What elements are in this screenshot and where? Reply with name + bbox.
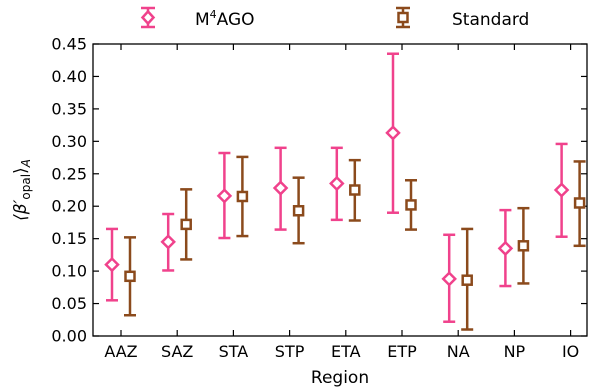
x-tick-label: ETP [387, 342, 417, 361]
y-tick-label: 0.20 [51, 197, 87, 216]
y-tick-label: 0.25 [51, 164, 87, 183]
x-tick-label: ETA [331, 342, 361, 361]
y-tick-label: 0.30 [51, 132, 87, 151]
data-point-diamond [272, 180, 289, 196]
x-tick-label: AAZ [104, 342, 137, 361]
y-tick-label: 0.45 [51, 35, 87, 54]
y-tick-label: 0.05 [51, 294, 87, 313]
x-tick-label: STP [275, 342, 305, 361]
y-tick-label: 0.35 [51, 99, 87, 118]
data-point-diamond [216, 188, 233, 204]
legend-label-m4ago: M4AGO [195, 8, 255, 30]
data-point-square [517, 240, 530, 252]
y-tick-label: 0.40 [51, 67, 87, 86]
data-point-square [292, 205, 305, 217]
x-tick-label: STA [219, 342, 249, 361]
data-point-square [573, 197, 586, 209]
x-tick-label: IO [562, 342, 579, 361]
data-point-diamond [104, 256, 120, 273]
y-tick-label: 0.15 [51, 229, 87, 248]
data-point-square [124, 270, 136, 283]
y-tick-label: 0.10 [51, 262, 87, 281]
data-point-diamond [329, 175, 345, 192]
data-point-diamond [497, 240, 514, 257]
x-axis: AAZ SAZ STA STP ETA ETP NA NP IO [104, 44, 579, 361]
data-point-square [405, 199, 417, 211]
x-tick-label: NA [447, 342, 470, 361]
data-point-diamond [441, 271, 457, 287]
y-tick-label: 0.00 [51, 327, 87, 346]
series-m4ago [104, 52, 570, 323]
data-point-diamond [160, 234, 176, 250]
x-tick-label: SAZ [161, 342, 193, 361]
series-layer [104, 52, 586, 331]
series-standard [124, 155, 586, 331]
legend-label-standard: Standard [452, 10, 529, 30]
data-point-square [349, 184, 361, 196]
data-point-square [236, 190, 249, 203]
data-point-diamond [385, 125, 401, 141]
y-axis: 0.00 0.05 0.10 0.15 0.20 0.25 0.30 0.35 0.40 0.45 [51, 35, 587, 346]
plot-frame [92, 43, 588, 337]
data-point-square [461, 274, 473, 286]
data-point-diamond [553, 182, 570, 198]
data-point-square [180, 218, 192, 231]
legend-marker-square [397, 11, 409, 24]
legend: M4AGO Standard [140, 6, 529, 30]
legend-entry-m4ago: M4AGO [140, 6, 255, 30]
legend-marker-diamond [140, 9, 156, 26]
x-axis-label: Region [311, 368, 369, 388]
y-axis-label: ⟨β′opal⟩A [11, 159, 33, 221]
legend-entry-standard: Standard [396, 6, 529, 30]
x-tick-label: NP [504, 342, 526, 361]
